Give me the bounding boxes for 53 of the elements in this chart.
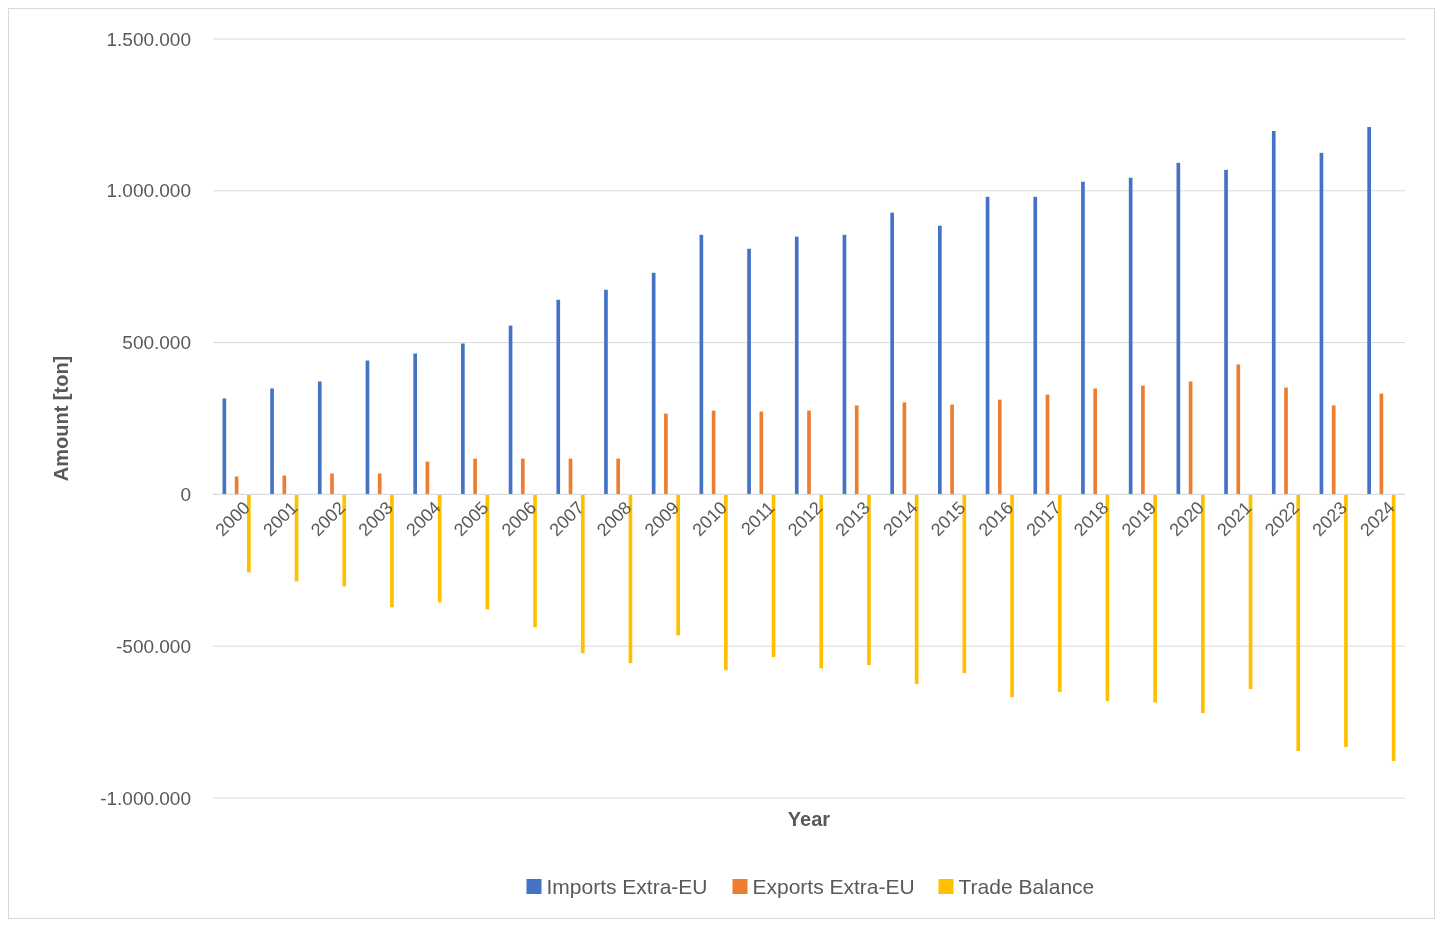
legend-label: Trade Balance [958,875,1095,899]
y-tick-label: 1.500.000 [106,28,191,50]
bar [580,494,585,654]
bar [1081,181,1085,495]
bar [997,399,1002,495]
bar [1201,494,1205,713]
bar [390,494,394,608]
y-tick-label: -1.000.000 [100,787,191,809]
bar [473,458,477,495]
bar [270,388,274,495]
y-tick-label: -500.000 [115,635,191,657]
bar [1033,196,1038,495]
y-axis-title: Amount [ton] [50,355,72,482]
bar [282,475,287,495]
bar [317,381,322,495]
bar [938,225,942,495]
bar [1224,169,1228,495]
bar [1141,385,1145,495]
bar [1271,130,1276,495]
bar [1367,127,1371,495]
bar [890,212,894,495]
bar [794,236,799,495]
legend-label: Exports Extra-EU [752,875,915,899]
bar [1331,405,1336,495]
bar [1344,494,1348,747]
bar [724,494,728,671]
bar [664,413,668,495]
y-tick-label: 0 [180,484,191,506]
bar [461,343,465,495]
bar [247,494,251,573]
bar [520,458,525,495]
x-axis-title: Year [787,808,831,830]
bar [1093,388,1098,495]
legend-label: Imports Extra-EU [546,875,708,899]
bar [747,248,751,495]
bar [676,494,680,636]
bar [1236,364,1241,495]
y-tick-label: 500.000 [122,332,191,354]
bar [950,404,954,495]
bar [604,289,608,495]
bar [1153,494,1157,703]
bar [377,473,382,495]
bar [759,411,764,495]
y-tick-label: 1.000.000 [106,180,191,202]
bar [1057,494,1062,693]
bar [867,494,871,666]
bar [556,299,561,495]
bar [616,458,621,495]
bar [413,353,417,495]
bar [330,473,334,495]
bar [1284,387,1288,495]
bar [807,410,811,495]
bar [854,405,859,495]
